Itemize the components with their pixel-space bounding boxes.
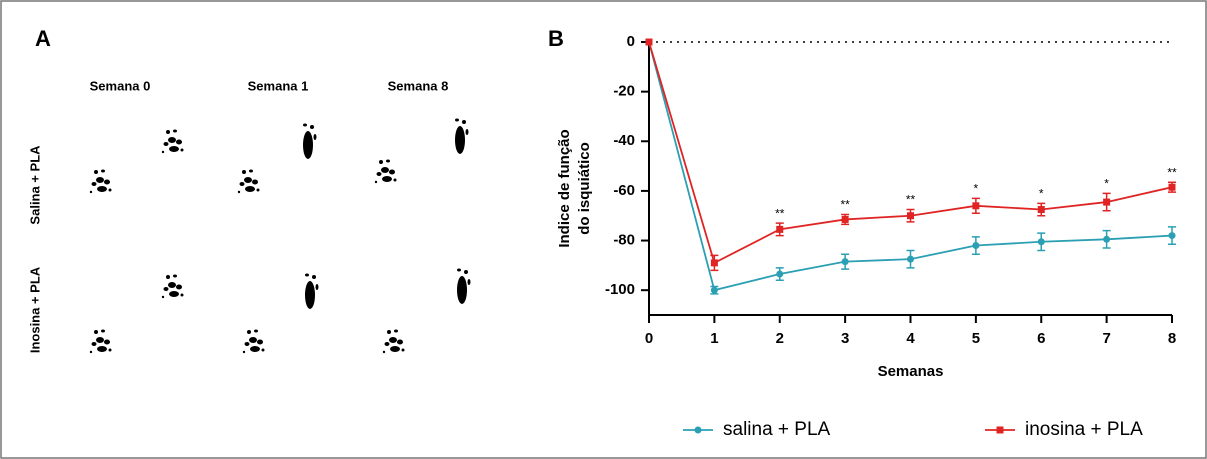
significance-mark: * [974,182,979,196]
x-tick-label: 3 [841,330,849,347]
marker [710,286,718,294]
column-header: Semana 8 [388,78,449,93]
legend-marker [694,426,702,434]
y-tick-label: -100 [605,281,635,298]
significance-mark: ** [840,198,850,212]
significance-mark: ** [906,193,916,207]
legend-item: salina + PLA [683,419,831,440]
x-tick-label: 2 [776,330,784,347]
row-header: Salina + PLA [27,145,42,225]
significance-mark: ** [775,206,785,220]
marker [710,259,718,267]
legend-label: inosina + PLA [1025,419,1143,440]
marker [972,242,980,250]
panel-label: A [35,26,51,51]
marker [1168,183,1176,191]
y-tick-label: -80 [613,232,635,249]
significance-mark: * [1104,177,1109,191]
marker [907,212,914,220]
x-tick-label: 1 [710,330,718,347]
marker [841,215,849,223]
x-tick-label: 7 [1102,330,1110,347]
y-tick-label: -60 [613,182,635,199]
marker [776,225,784,233]
marker [1168,232,1176,240]
x-tick-label: 6 [1037,330,1045,347]
x-tick-label: 8 [1168,330,1176,347]
marker [1037,206,1045,214]
x-tick-label: 5 [972,330,980,347]
marker [1103,235,1111,243]
column-header: Semana 1 [248,78,309,93]
y-axis-label-line: do isquiático [576,142,593,235]
marker [841,258,849,266]
column-header: Semana 0 [90,78,151,93]
marker [1103,198,1111,206]
legend-marker [996,426,1004,434]
significance-mark: * [1039,186,1044,200]
y-axis-label-line: Indice de função [556,129,573,247]
row-header: Inosina + PLA [27,266,42,353]
panel-label: B [548,26,564,51]
legend-label: salina + PLA [723,419,831,440]
y-tick-label: -40 [613,132,635,149]
marker [907,255,914,263]
marker [776,270,784,278]
x-tick-label: 0 [645,330,653,347]
legend-item: inosina + PLA [985,419,1143,440]
y-axis-label: Indice de função do isquiático [556,129,593,247]
marker [1037,238,1045,246]
significance-mark: ** [1167,165,1177,179]
marker [645,38,653,46]
marker [972,202,980,210]
x-axis-label: Semanas [878,363,944,380]
y-tick-label: -20 [613,83,635,100]
y-tick-label: 0 [627,33,635,50]
x-tick-label: 4 [906,330,915,347]
